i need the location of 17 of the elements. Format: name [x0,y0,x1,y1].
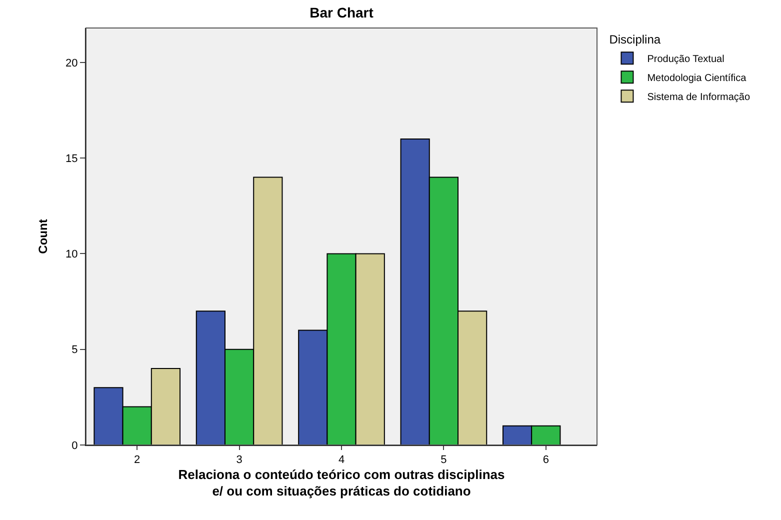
x-tick-label: 3 [236,454,242,466]
y-tick-label: 0 [72,440,78,452]
chart-title: Bar Chart [310,4,374,21]
x-axis-title: Relaciona o conteúdo teórico com outras disciplinas e/ ou com situações práticas do cotidiano [178,466,505,499]
legend-label: Produção Textual [647,54,724,65]
legend-label: Sistema de Informação [647,92,750,103]
y-tick-label: 15 [66,152,78,165]
x-tick-label: 4 [338,454,345,466]
y-tick-label: 10 [66,248,78,261]
y-tick-label: 20 [66,57,78,70]
legend-label: Metodologia Científica [647,73,747,84]
y-axis-title: Count [36,219,50,254]
x-tick-label: 2 [134,454,140,466]
y-tick-label: 5 [72,344,78,356]
x-tick-label: 6 [542,454,549,466]
legend-title: Disciplina [609,32,661,47]
x-tick-label: 5 [440,454,447,466]
